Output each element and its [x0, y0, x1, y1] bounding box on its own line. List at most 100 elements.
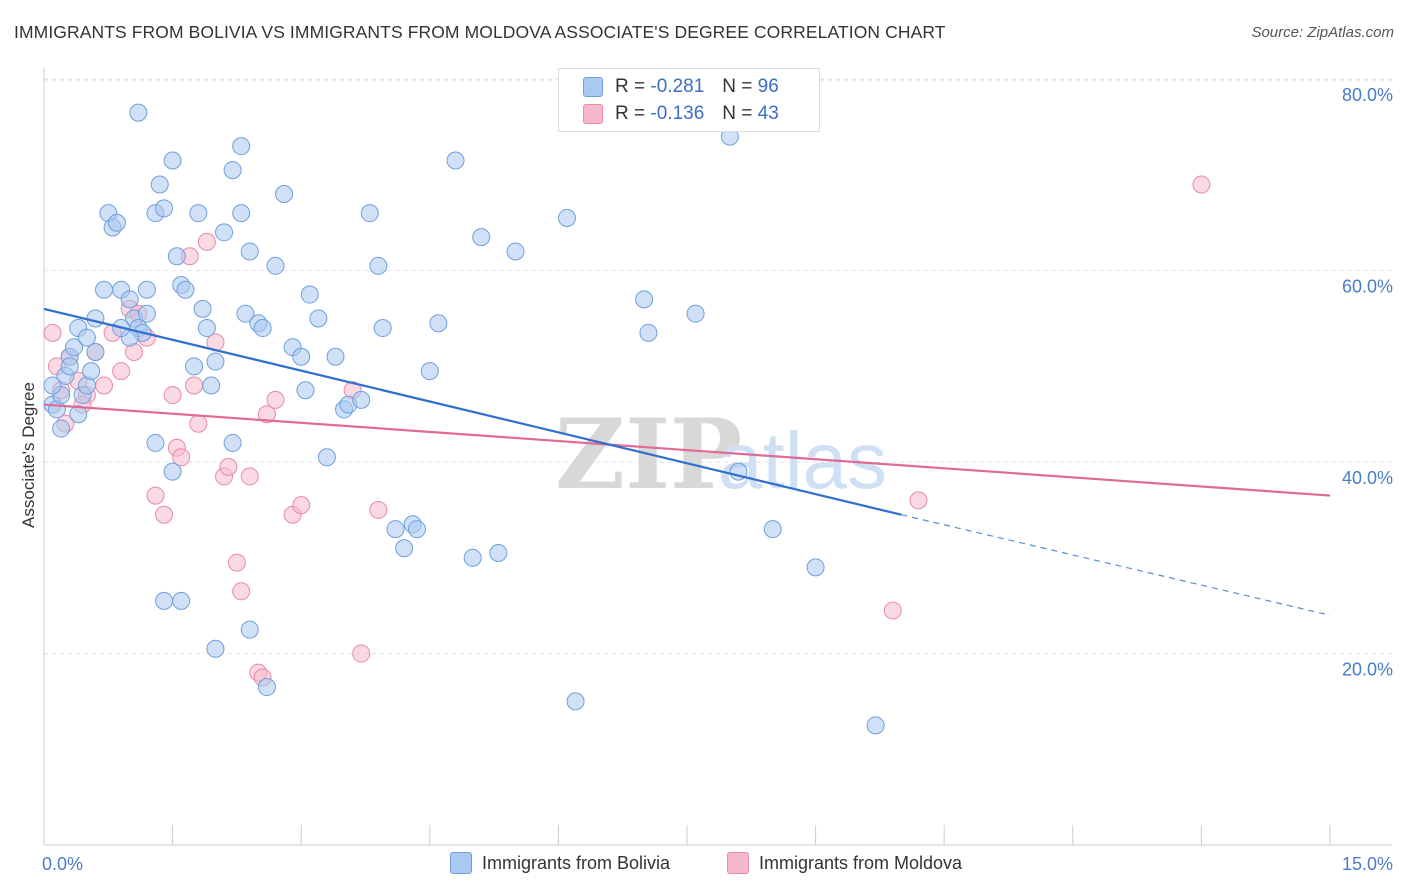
bolivia-point — [635, 290, 654, 309]
bolivia-point — [129, 103, 148, 122]
n-label: N = — [722, 76, 753, 97]
bolivia-point — [373, 319, 392, 338]
moldova-point — [189, 414, 208, 433]
moldova-point — [197, 232, 216, 251]
moldova-point — [112, 362, 131, 381]
bolivia-point — [763, 520, 782, 539]
stats-legend: R = -0.281 N = 96 R = -0.136 N = 43 — [558, 68, 820, 132]
bolivia-point — [639, 323, 658, 342]
bolivia-point — [120, 290, 139, 309]
trend-lines — [43, 307, 1331, 616]
bolivia-point — [566, 692, 585, 711]
bolivia-point — [292, 347, 311, 366]
bolivia-point — [107, 213, 126, 232]
bolivia-point — [232, 137, 251, 156]
moldova-point — [352, 644, 371, 663]
bolivia-point — [257, 678, 276, 697]
bolivia-point — [146, 433, 165, 452]
bolivia-point — [215, 223, 234, 242]
bolivia-point — [557, 208, 576, 227]
bolivia-trend-line — [43, 307, 902, 516]
bolivia-point — [240, 620, 259, 639]
bolivia-point — [82, 362, 101, 381]
moldova-point — [43, 323, 62, 342]
moldova-point — [266, 390, 285, 409]
bolivia-point — [172, 591, 191, 610]
source-label: Source: ZipAtlas.com — [1251, 24, 1394, 41]
bolivia-point — [253, 319, 272, 338]
bolivia-point — [506, 242, 525, 261]
x-tick-label: 0.0% — [42, 854, 83, 874]
bolivia-trend-extension — [901, 514, 1331, 616]
bolivia-point — [77, 328, 96, 347]
moldova-point — [1192, 175, 1211, 194]
tick-labels: 20.0% 40.0% 60.0% 80.0% 0.0% 15.0% — [42, 85, 1393, 874]
bolivia-point — [395, 539, 414, 558]
y-tick-label: 60.0% — [1342, 277, 1393, 297]
chart-title: IMMIGRANTS FROM BOLIVIA VS IMMIGRANTS FR… — [14, 22, 946, 42]
bolivia-point — [352, 390, 371, 409]
moldova-point — [240, 467, 259, 486]
y-tick-label: 40.0% — [1342, 468, 1393, 488]
bolivia-point — [429, 314, 448, 333]
bolivia-point — [206, 639, 225, 658]
moldova-point — [95, 376, 114, 395]
bolivia-point — [197, 319, 216, 338]
moldova-point — [172, 448, 191, 467]
moldova-swatch — [583, 104, 603, 124]
bolivia-point — [65, 338, 84, 357]
bolivia-point — [163, 462, 182, 481]
y-axis-label: Associate's Degree — [19, 382, 38, 528]
bolivia-point — [420, 362, 439, 381]
bolivia-point — [155, 591, 174, 610]
bolivia-point — [686, 304, 705, 323]
bolivia-point — [137, 280, 156, 299]
moldova-point — [185, 376, 204, 395]
bolivia-point — [300, 285, 319, 304]
bolivia-point — [69, 405, 88, 424]
bolivia-point — [296, 381, 315, 400]
bolivia-point — [193, 299, 212, 318]
bolivia-point — [52, 419, 71, 438]
bolivia-point — [326, 347, 345, 366]
bolivia-point — [236, 304, 255, 323]
y-tick-label: 80.0% — [1342, 85, 1393, 105]
bolivia-point — [407, 520, 426, 539]
bolivia-point — [806, 558, 825, 577]
bolivia-point — [489, 544, 508, 563]
bolivia-point — [360, 204, 379, 223]
legend-label-bolivia: Immigrants from Bolivia — [482, 852, 671, 873]
legend-item-bolivia: Immigrants from Bolivia — [450, 852, 670, 874]
bolivia-point — [95, 280, 114, 299]
r-label: R = — [615, 103, 646, 124]
bolivia-point — [266, 256, 285, 275]
r-value: -0.136 — [650, 103, 705, 124]
bolivia-point — [167, 247, 186, 266]
bolivia-point — [463, 548, 482, 567]
r-label: R = — [615, 76, 646, 97]
bolivia-point — [232, 204, 251, 223]
bolivia-swatch — [450, 852, 472, 874]
watermark: ZIP atlas — [555, 398, 887, 511]
moldova-point — [909, 491, 928, 510]
legend-row-moldova: R = -0.136 N = 43 — [583, 101, 779, 127]
bolivia-point — [163, 151, 182, 170]
x-tick-label: 15.0% — [1342, 854, 1393, 874]
bolivia-point — [137, 304, 156, 323]
n-label: N = — [722, 103, 753, 124]
bolivia-point — [60, 357, 79, 376]
bolivia-point — [189, 204, 208, 223]
moldova-point — [232, 582, 251, 601]
moldova-point — [883, 601, 902, 620]
bolivia-point — [386, 520, 405, 539]
bolivia-point — [202, 376, 221, 395]
series-legend: Immigrants from Bolivia Immigrants from … — [0, 852, 1406, 878]
bolivia-point — [369, 256, 388, 275]
y-tick-label: 20.0% — [1342, 660, 1393, 680]
moldova-point — [163, 386, 182, 405]
r-value: -0.281 — [650, 76, 705, 97]
bolivia-point — [223, 433, 242, 452]
bolivia-point — [446, 151, 465, 170]
series-bolivia-points — [43, 103, 885, 735]
